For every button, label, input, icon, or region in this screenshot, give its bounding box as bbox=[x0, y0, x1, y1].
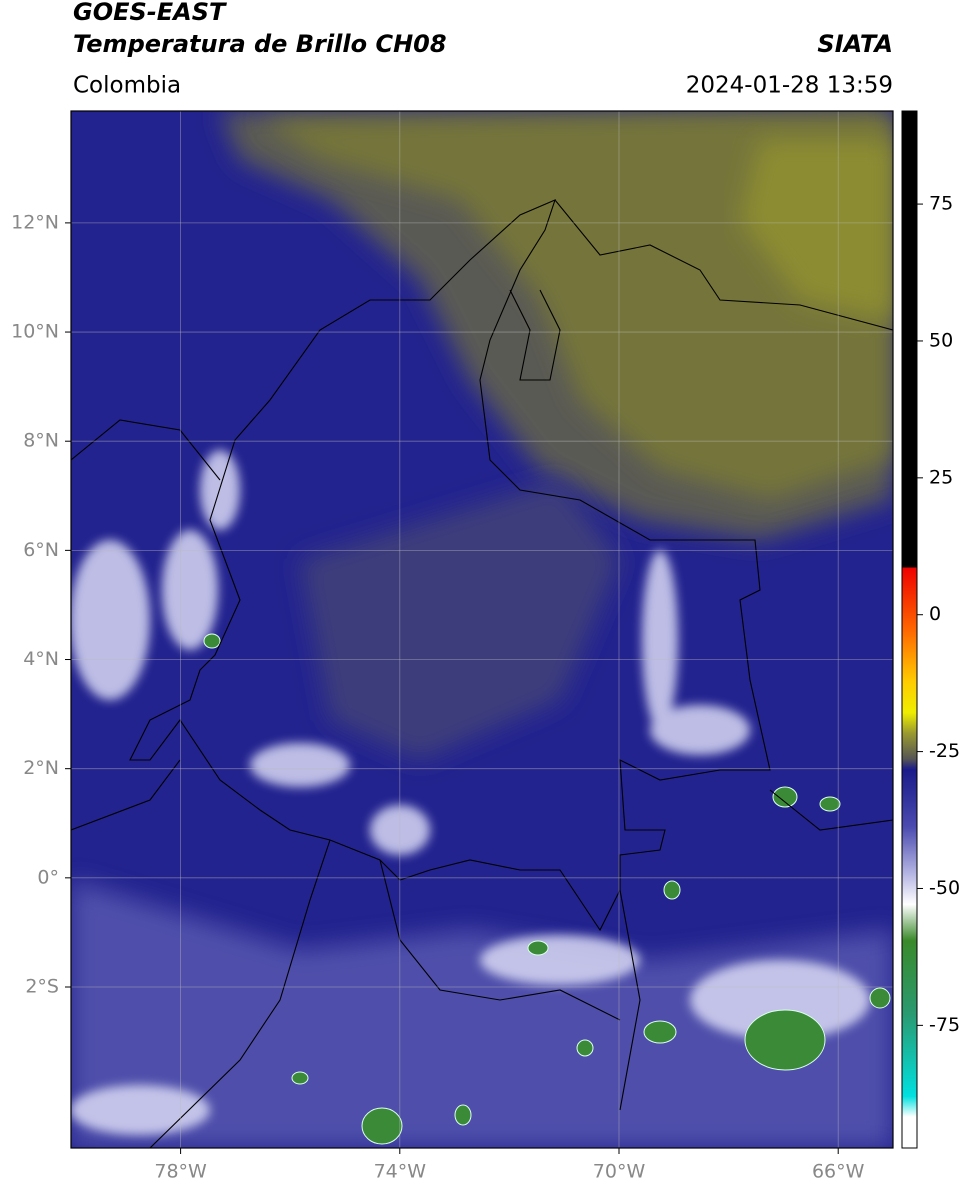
colorbar-tick-label: 25 bbox=[929, 466, 953, 488]
y-tick-label: 10°N bbox=[11, 321, 59, 343]
colorbar-tick-label: 50 bbox=[929, 329, 953, 351]
y-tick-label: 2°N bbox=[23, 757, 59, 779]
colorbar-tick-label: -50 bbox=[929, 877, 960, 899]
x-tick-label: 74°W bbox=[374, 1161, 427, 1183]
map-frame bbox=[70, 110, 894, 1149]
x-tick-label: 78°W bbox=[154, 1161, 207, 1183]
colorbar-tick-label: 75 bbox=[929, 193, 953, 215]
y-tick-label: 4°N bbox=[23, 648, 59, 670]
source: SIATA bbox=[817, 30, 893, 58]
datetime: 2024-01-28 13:59 bbox=[686, 73, 893, 99]
y-tick-label: 8°N bbox=[23, 430, 59, 452]
y-tick-label: 12°N bbox=[11, 211, 59, 233]
colorbar-tick-label: 0 bbox=[929, 603, 941, 625]
subtitle: Temperatura de Brillo CH08 bbox=[73, 30, 447, 58]
y-tick-label: 2°S bbox=[25, 975, 59, 997]
y-tick-label: 6°N bbox=[23, 539, 59, 561]
region: Colombia bbox=[73, 73, 181, 99]
title: GOES-EAST bbox=[73, 0, 227, 26]
x-tick-label: 66°W bbox=[812, 1161, 865, 1183]
y-tick-label: 0° bbox=[37, 866, 59, 888]
x-tick-label: 70°W bbox=[593, 1161, 646, 1183]
colorbar-tick-label: -75 bbox=[929, 1014, 960, 1036]
satellite-image bbox=[71, 111, 893, 1148]
colorbar bbox=[901, 110, 918, 1149]
colorbar-tick-label: -25 bbox=[929, 740, 960, 762]
